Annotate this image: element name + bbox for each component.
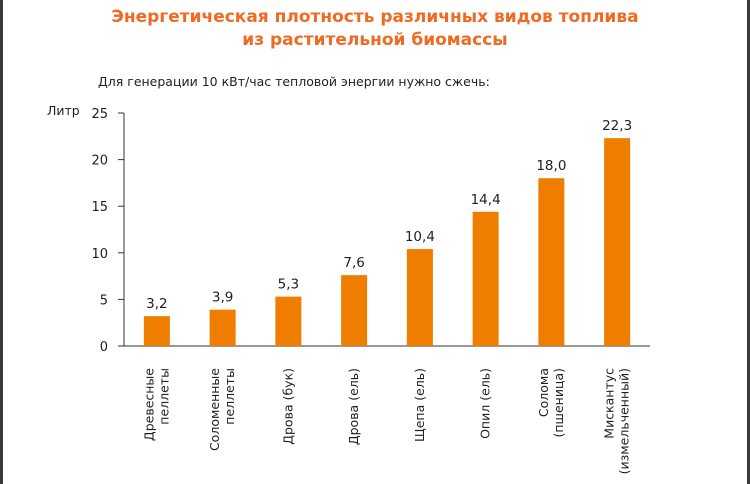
y-tick-label: 5 bbox=[100, 293, 108, 308]
y-tick-label: 15 bbox=[91, 200, 108, 215]
chart-title-line-1: Энергетическая плотность различных видов… bbox=[111, 7, 639, 27]
x-tick-label-line: пеллеты bbox=[222, 368, 237, 425]
x-tick-label: Щепа (ель) bbox=[412, 368, 427, 442]
data-label: 3,9 bbox=[212, 290, 233, 306]
right-frame-border bbox=[747, 0, 750, 484]
x-tick-label-line: Соломенные bbox=[207, 368, 222, 451]
bar bbox=[209, 309, 236, 346]
bar bbox=[538, 178, 565, 346]
x-tick-label: Опил (ель) bbox=[478, 368, 493, 439]
x-tick-label: Дрова (бук) bbox=[280, 368, 295, 445]
y-tick-label: 20 bbox=[91, 154, 108, 169]
bars: 3,2Древесныепеллеты3,9Соломенныепеллеты5… bbox=[141, 118, 632, 474]
bar bbox=[604, 138, 631, 346]
x-tick-label-line: Дрова (ель) bbox=[346, 368, 361, 445]
data-label: 7,6 bbox=[343, 255, 364, 271]
x-tick-label-line: пеллеты bbox=[156, 368, 171, 425]
x-tick-label-line: Древесные bbox=[141, 368, 156, 441]
data-label: 22,3 bbox=[602, 118, 632, 134]
x-tick-label-line: Опил (ель) bbox=[478, 368, 493, 439]
bar bbox=[275, 296, 302, 346]
x-tick-label-line: (измельченный) bbox=[617, 368, 632, 474]
bar bbox=[143, 316, 170, 346]
x-tick-label-line: Солома bbox=[536, 368, 551, 417]
y-tick-label: 10 bbox=[91, 247, 108, 262]
chart-title-line-2: из растительной биомассы bbox=[242, 30, 508, 50]
x-tick-label-line: Мискантус bbox=[602, 368, 617, 439]
x-tick-label: Дрова (ель) bbox=[346, 368, 361, 445]
x-tick-label-line: Дрова (бук) bbox=[280, 368, 295, 445]
y-axis-label: Литр bbox=[47, 103, 80, 118]
x-tick-label-line: Щепа (ель) bbox=[412, 368, 427, 442]
bar bbox=[406, 249, 433, 346]
data-label: 3,2 bbox=[146, 296, 167, 312]
y-tick-label: 25 bbox=[91, 107, 108, 122]
chart-title: Энергетическая плотность различных видов… bbox=[0, 6, 750, 52]
y-tick-label: 0 bbox=[100, 340, 108, 355]
chart-subtitle: Для генерации 10 кВт/час тепловой энерги… bbox=[98, 74, 490, 89]
data-label: 14,4 bbox=[471, 192, 501, 208]
left-frame-border bbox=[0, 0, 3, 484]
x-tick-label: Солома(пшеница) bbox=[536, 368, 566, 438]
bar bbox=[472, 211, 499, 346]
axes: 0 5 10 15 20 25 bbox=[91, 107, 650, 355]
x-tick-label: Древесныепеллеты bbox=[141, 368, 171, 441]
x-tick-label: Мискантус(измельченный) bbox=[602, 368, 632, 475]
data-label: 5,3 bbox=[278, 277, 299, 293]
data-label: 10,4 bbox=[405, 229, 435, 245]
x-tick-label-line: (пшеница) bbox=[551, 368, 566, 438]
x-tick-label: Соломенныепеллеты bbox=[207, 368, 237, 451]
bar bbox=[341, 275, 368, 346]
data-label: 18,0 bbox=[536, 158, 566, 174]
